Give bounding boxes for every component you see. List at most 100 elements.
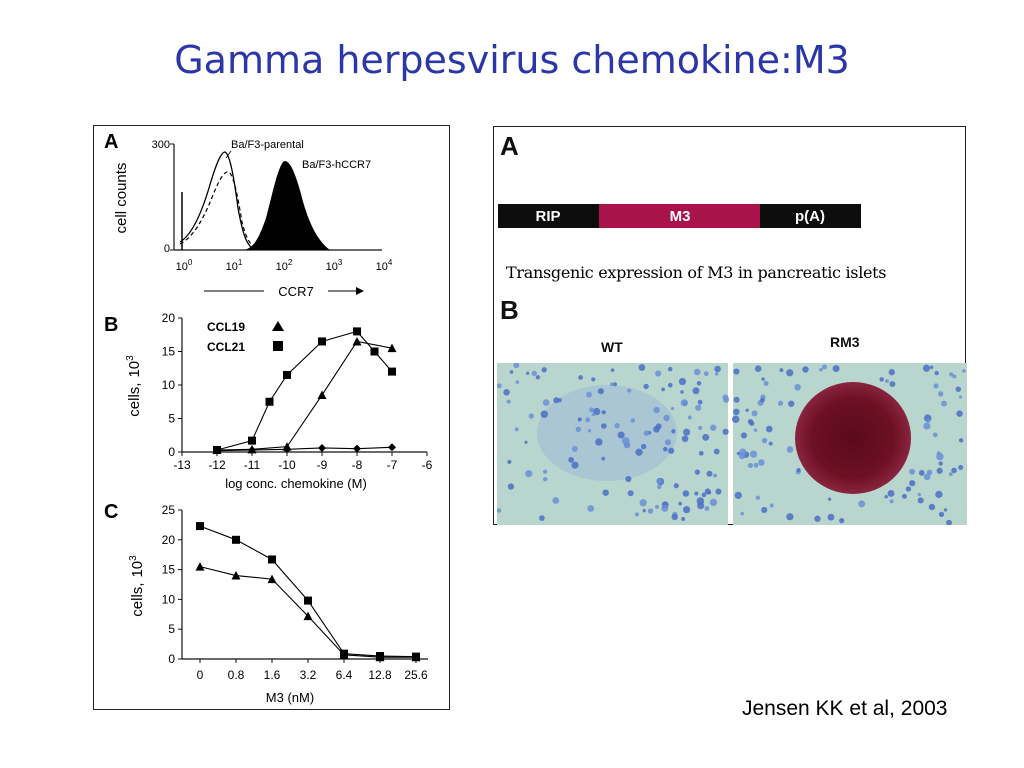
cell-nucleus [671, 513, 678, 521]
cell-nucleus [609, 382, 614, 387]
cell-nucleus [722, 394, 729, 401]
y-tick-label: 0 [168, 445, 175, 459]
cell-nucleus [928, 503, 936, 511]
y-tick-label: 0 [164, 243, 170, 255]
cell-nucleus [668, 447, 675, 454]
cell-nucleus [673, 483, 679, 489]
cell-nucleus [704, 506, 710, 511]
data-point-triangle [387, 343, 397, 353]
cell-nucleus [682, 490, 690, 497]
data-point-square [304, 596, 312, 605]
cell-nucleus [587, 505, 595, 512]
cell-nucleus [734, 491, 742, 499]
cell-nucleus [513, 363, 520, 369]
cell-nucleus [938, 461, 943, 466]
cell-nucleus [696, 497, 705, 505]
cell-nucleus [709, 498, 718, 507]
cell-nucleus [761, 437, 768, 444]
cell-nucleus [765, 425, 773, 433]
cell-nucleus [889, 381, 896, 388]
panel-a-letter: A [104, 131, 118, 153]
cell-nucleus [706, 470, 713, 477]
x-tick-label: 25.6 [404, 668, 428, 682]
cell-nucleus [601, 423, 607, 429]
cell-nucleus [661, 387, 665, 392]
cell-nucleus [917, 497, 924, 504]
cell-nucleus [909, 480, 916, 487]
x-tick-label: -7 [387, 458, 398, 472]
cell-nucleus [597, 388, 604, 395]
cell-nucleus [656, 478, 663, 484]
cell-nucleus [694, 469, 701, 475]
cell-nucleus [749, 450, 758, 458]
cell-nucleus [958, 464, 964, 470]
cell-nucleus [713, 448, 720, 455]
cell-nucleus [732, 415, 740, 423]
y-tick-label: 5 [168, 412, 175, 426]
cell-nucleus [956, 410, 963, 417]
cell-nucleus [662, 446, 668, 452]
cell-nucleus [612, 382, 618, 387]
construct-pa [760, 204, 861, 228]
cell-nucleus [929, 365, 934, 369]
cell-nucleus [638, 364, 646, 371]
cell-nucleus [934, 370, 939, 376]
cell-nucleus [777, 400, 784, 406]
cell-nucleus [630, 418, 636, 423]
legend-ccl21: CCL21 [207, 340, 245, 354]
construct-m3 [599, 204, 760, 228]
cell-nucleus [587, 429, 592, 433]
cell-nucleus [577, 417, 582, 422]
data-point-diamond [353, 444, 361, 453]
cell-nucleus [738, 453, 746, 460]
cell-nucleus [961, 369, 966, 373]
x-tick-label: -10 [278, 458, 296, 472]
panel-b-chart: B cells,103 CCL19 CCL21 0 5 10 15 20 -13 -12 -1… [104, 311, 433, 491]
cell-nucleus [955, 386, 962, 392]
slide-title: Gamma herpesvirus chemokine:M3 [174, 38, 850, 82]
cell-nucleus [952, 374, 957, 379]
cell-nucleus [958, 395, 963, 399]
cell-nucleus [591, 377, 596, 382]
histogram-parental-solid [179, 151, 255, 250]
construct-diagram: RIP M3 p(A) [498, 204, 861, 228]
y-tick-label: 0 [168, 652, 175, 666]
cell-nucleus [497, 383, 502, 389]
cell-nucleus [515, 380, 520, 384]
data-point-triangle [352, 336, 362, 346]
cell-nucleus [889, 499, 894, 504]
cell-nucleus [946, 519, 952, 525]
data-point-diamond [283, 445, 291, 454]
cell-nucleus [528, 413, 534, 419]
x-tick-label: 6.4 [336, 668, 353, 682]
cell-nucleus [758, 459, 765, 466]
cell-nucleus [643, 430, 650, 436]
micrograph-images [497, 363, 967, 525]
cell-nucleus [525, 470, 533, 478]
cell-nucleus [655, 370, 662, 377]
construct-rip [498, 204, 599, 228]
cell-nucleus [747, 418, 754, 425]
cell-nucleus [710, 424, 717, 431]
panel-a-histogram: A cell counts 300 0 Ba/F3-parental Ba/F3… [104, 131, 393, 299]
cell-nucleus [941, 400, 947, 407]
cell-nucleus [540, 410, 549, 419]
data-point-triangle [317, 390, 327, 400]
cell-nucleus [885, 379, 889, 384]
cell-nucleus [670, 406, 675, 411]
cell-nucleus [958, 438, 964, 443]
x-tick-label: 1.6 [264, 668, 281, 682]
cell-nucleus [678, 501, 683, 506]
chart-b-plot: 0 5 10 15 20 -13 -12 -11 -10 -9 -8 -7 -6 [162, 311, 433, 472]
y-tick-label: 10 [162, 378, 176, 392]
cell-nucleus [542, 469, 548, 474]
cell-nucleus [647, 508, 654, 514]
cell-nucleus [639, 499, 647, 507]
cell-nucleus [713, 473, 717, 478]
cell-nucleus [827, 513, 835, 521]
cell-nucleus [586, 391, 592, 398]
x-tick-label: 103 [326, 258, 343, 273]
x-tick-label: -11 [244, 458, 261, 472]
cell-nucleus [553, 397, 560, 404]
data-point-triangle [267, 574, 277, 584]
